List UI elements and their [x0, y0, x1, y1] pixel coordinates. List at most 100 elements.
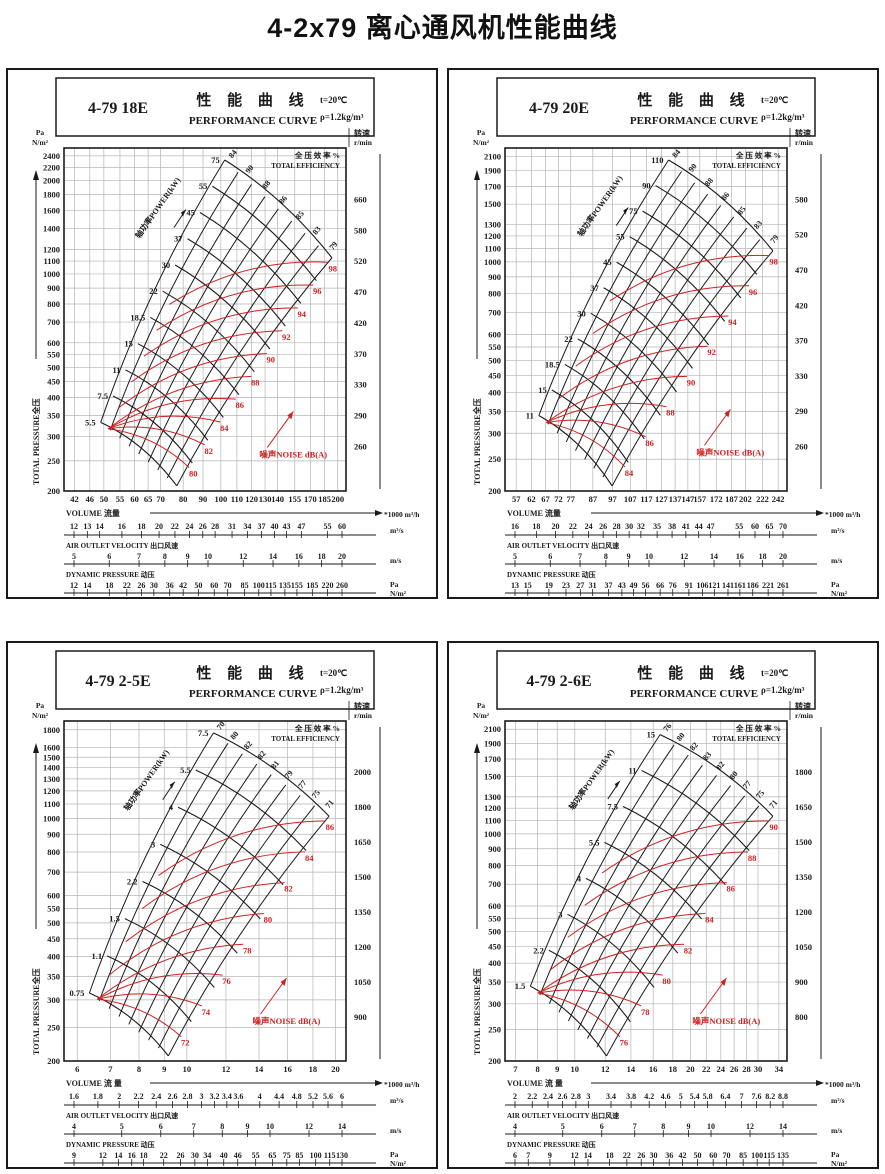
x-tick-label: 187	[725, 494, 739, 504]
dynamic-pressure-value: 42	[678, 1151, 686, 1160]
noise-curve	[158, 820, 326, 876]
dynamic-pressure-value: 22	[160, 1151, 168, 1160]
y-tick-label: 200	[47, 486, 60, 496]
efficiency-value-label: 79	[327, 240, 339, 252]
x-tick-label: 12	[222, 1064, 231, 1074]
model-label: 4-79 20E	[529, 100, 589, 117]
dynamic-pressure-value: 220	[321, 581, 333, 590]
x-tick-label: 16	[649, 1064, 658, 1074]
noise-curve	[108, 426, 205, 446]
x-tick-label: 60	[130, 494, 139, 504]
flow-m3s-value: 22	[171, 522, 179, 531]
y-tick-label: 2100	[484, 151, 501, 161]
x-tick-label: 77	[566, 494, 575, 504]
x-tick-label: 140	[271, 494, 284, 504]
x-tick-label: 62	[527, 494, 536, 504]
x-tick-label: 172	[710, 494, 723, 504]
y-tick-label: 2200	[43, 163, 60, 173]
y-tick-label: 900	[488, 844, 501, 854]
y-tick-label: 250	[488, 1025, 501, 1035]
speed-curve	[167, 815, 330, 1057]
noise-curve	[575, 315, 729, 367]
noise-curve	[545, 375, 688, 423]
dynamic-pressure-value: 14	[83, 581, 91, 590]
dynamic-pressure-value: 121	[708, 581, 720, 590]
flow-m3s-value: 8.8	[778, 1092, 788, 1101]
noise-curve	[108, 397, 236, 430]
velocity-value: 14	[779, 1122, 787, 1131]
dynamic-pressure-unit-nm2: N/m²	[831, 589, 848, 598]
velocity-value: 5	[513, 552, 517, 561]
speed-curve	[119, 184, 252, 439]
x-tick-label: 20	[686, 1064, 695, 1074]
velocity-value: 5	[120, 1122, 124, 1131]
total-pressure-label: TOTAL PRESSURE全压	[31, 968, 41, 1055]
dynamic-pressure-value: 186	[747, 581, 759, 590]
velocity-value: 14	[710, 552, 718, 561]
dynamic-pressure-value: 50	[194, 581, 202, 590]
power-curve	[548, 949, 631, 1022]
power-value-label: 75	[629, 206, 638, 216]
performance-panel-4-79-2-5E: 4-79 2-5E 性 能 曲 线 PERFORMANCE CURVE t=20℃ ρ=…	[6, 641, 438, 1169]
flow-m3s-value: 4.4	[274, 1092, 284, 1101]
y-tick-label: 550	[488, 342, 501, 352]
x-tick-label: 10	[571, 1064, 580, 1074]
volume-row-label: VOLUME 流 量	[66, 1078, 122, 1088]
flow-m3s-value: 18	[138, 522, 146, 531]
noise-curve	[143, 307, 298, 357]
velocity-value: 8	[604, 552, 608, 561]
dynamic-pressure-value: 100	[310, 1151, 322, 1160]
efficiency-value-label: 85	[736, 205, 748, 217]
velocity-value: 9	[686, 1122, 690, 1131]
y-tick-label: 1400	[43, 224, 60, 234]
noise-curve	[97, 998, 182, 1038]
noise-value-label: 80	[662, 976, 671, 986]
power-curve	[659, 734, 774, 817]
y-tick-label: 200	[488, 1056, 501, 1066]
pressure-arrowhead	[33, 743, 39, 753]
noise-value-label: 86	[645, 438, 654, 448]
dynamic-pressure-value: 56	[641, 581, 649, 590]
x-tick-label: 9	[162, 1064, 166, 1074]
x-tick-label: 14	[255, 1064, 264, 1074]
noise-arrow	[266, 411, 294, 448]
y-tick-label: 1000	[43, 269, 60, 279]
noise-annotation: 噪声NOISE dB(A)	[259, 449, 327, 459]
flow-m3s-value: 2	[117, 1092, 121, 1101]
speed-curve	[128, 774, 272, 1025]
dynamic-pressure-value: 27	[576, 581, 584, 590]
speed-tick-label: 2000	[354, 767, 371, 777]
power-value-label: 1.5	[109, 914, 120, 924]
x-tick-label: 67	[541, 494, 550, 504]
power-curve	[199, 212, 302, 304]
y-tick-label: 500	[47, 918, 60, 928]
x-tick-label: 185	[318, 494, 331, 504]
speed-header-cn: 转速	[795, 701, 811, 711]
x-tick-label: 130	[259, 494, 272, 504]
y-tick-label: 1200	[484, 231, 501, 241]
pressure-unit-nm2: N/m²	[473, 711, 490, 720]
velocity-value: 12	[746, 1122, 754, 1131]
x-tick-label: 14	[627, 1064, 636, 1074]
efficiency-header-cn: 全 压 效 率 %	[735, 723, 781, 733]
speed-curve	[602, 239, 761, 478]
shaft-power-arrowhead	[169, 781, 175, 789]
panel-border	[447, 68, 879, 599]
x-tick-label: 157	[693, 494, 707, 504]
efficiency-value-label: 79	[768, 233, 780, 245]
noise-value-label: 90	[687, 377, 696, 387]
noise-curve	[592, 285, 750, 334]
power-value-label: 11	[629, 766, 637, 776]
noise-curve	[169, 261, 329, 305]
x-tick-label: 22	[702, 1064, 711, 1074]
dynamic-pressure-value: 70	[722, 1151, 730, 1160]
speed-tick-label: 800	[795, 1012, 808, 1022]
dynamic-pressure-value: 50	[694, 1151, 702, 1160]
flow-m3s-value: 3.4	[222, 1092, 232, 1101]
velocity-value: 14	[269, 552, 277, 561]
y-tick-label: 1200	[484, 803, 501, 813]
shaft-power-arrowhead	[614, 781, 620, 789]
dynamic-pressure-value: 26	[137, 581, 145, 590]
speed-tick-label: 900	[354, 1012, 367, 1022]
efficiency-value-label: 81	[269, 759, 281, 771]
